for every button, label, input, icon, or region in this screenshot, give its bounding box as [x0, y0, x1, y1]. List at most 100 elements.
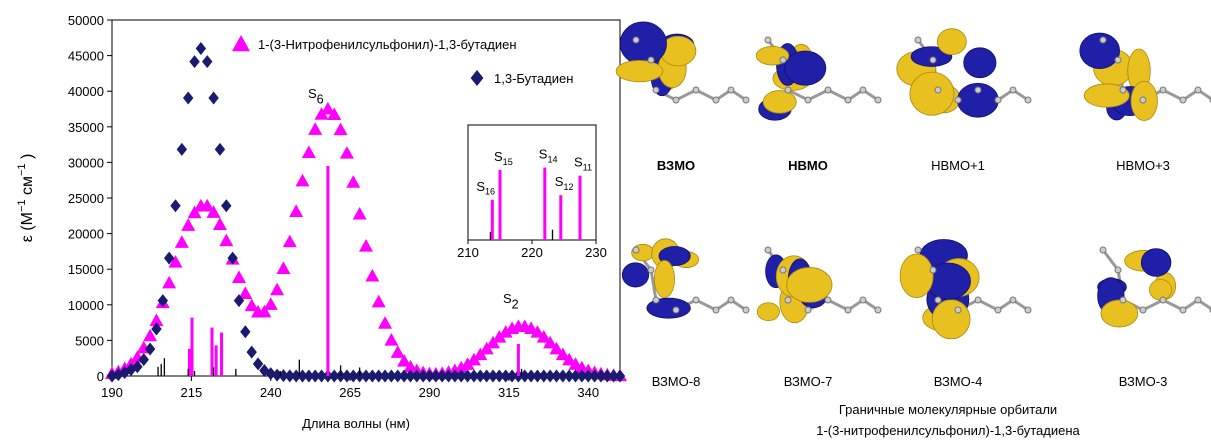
atom: [860, 297, 866, 303]
atom: [825, 87, 831, 93]
data-point: [365, 269, 379, 282]
y-axis-label-part: см: [19, 176, 36, 199]
data-point: [221, 199, 231, 212]
data-point: [334, 123, 348, 136]
x-tick-label: 240: [260, 385, 282, 400]
data-point: [202, 55, 212, 68]
atom: [1120, 297, 1126, 303]
annotation-sub: 2: [512, 297, 519, 311]
atom: [915, 247, 921, 253]
orbital-image: [1080, 33, 1211, 120]
atom: [825, 297, 831, 303]
legend-label: 1,3-Бутадиен: [494, 71, 573, 86]
orbital-label: ВЗМО-7: [784, 374, 833, 389]
orbital-label: ВЗМО-4: [934, 374, 983, 389]
orbital-lobe: [1080, 33, 1120, 69]
atom: [995, 307, 1001, 313]
x-tick-label: 265: [339, 385, 361, 400]
caption: 1-(3-нитрофенилсульфонил)-1,3-бутадиена: [816, 423, 1080, 438]
stick-label-main: S: [476, 179, 485, 194]
atom: [785, 87, 791, 93]
y-axis-label-part: ε (M: [19, 212, 36, 242]
y-axis-label-sup: −1: [16, 200, 28, 213]
orbital-image: [622, 239, 749, 318]
legend-marker: [232, 35, 250, 51]
y-tick-label: 25000: [68, 191, 104, 206]
atom: [673, 307, 679, 313]
stick-label-main: S: [574, 155, 583, 170]
atom: [728, 297, 734, 303]
atom: [713, 307, 719, 313]
data-point: [346, 175, 360, 188]
data-point: [276, 261, 290, 274]
data-point: [378, 316, 392, 329]
data-point: [215, 143, 225, 156]
data-point: [270, 283, 284, 296]
orbital-lobe: [785, 51, 826, 85]
x-tick-label: 340: [577, 385, 599, 400]
data-point: [289, 204, 303, 217]
atom: [648, 267, 654, 273]
orbital-lobe: [757, 303, 779, 321]
data-point: [283, 235, 297, 248]
atom: [693, 87, 699, 93]
atom: [1010, 297, 1016, 303]
atom: [935, 87, 941, 93]
atom: [1010, 87, 1016, 93]
data-point: [308, 122, 322, 135]
atom: [955, 97, 961, 103]
data-point: [296, 174, 310, 187]
y-tick-label: 10000: [68, 298, 104, 313]
stick-label-main: S: [494, 149, 503, 164]
atom: [875, 97, 881, 103]
data-point: [391, 345, 405, 358]
y-axis-label: ε (M−1 см−1 ): [16, 154, 36, 243]
atom: [1195, 87, 1201, 93]
atom: [743, 307, 749, 313]
orbital-image: [900, 240, 1031, 339]
figure: 0500010000150002000025000300003500040000…: [0, 0, 1211, 442]
inset-x-tick-label: 210: [457, 245, 479, 260]
atom: [1160, 297, 1166, 303]
orbital-lobe: [1141, 249, 1171, 277]
data-point: [359, 239, 373, 252]
annotation: S6: [308, 86, 324, 106]
y-axis-label-sup: −1: [16, 164, 28, 177]
data-point: [213, 217, 227, 230]
inset-frame: [468, 125, 596, 240]
atom: [805, 307, 811, 313]
orbital-lobe: [932, 300, 970, 339]
data-point: [196, 42, 206, 55]
data-point: [340, 146, 354, 159]
atom: [765, 37, 771, 43]
orbital-image: [757, 247, 881, 323]
atom: [805, 97, 811, 103]
atom: [875, 307, 881, 313]
orbital-lobe: [1101, 300, 1138, 327]
atom: [1195, 297, 1201, 303]
orbital-label: ВЗМО-8: [652, 374, 701, 389]
orbital-image: [616, 22, 749, 103]
stick-label-sub: 16: [485, 187, 495, 197]
orbital-lobe: [620, 22, 666, 65]
orbital-label: НВМО: [788, 158, 828, 173]
atom: [1115, 267, 1121, 273]
stick-label-sub: 15: [503, 157, 513, 167]
atom: [633, 37, 639, 43]
x-tick-label: 315: [498, 385, 520, 400]
y-tick-label: 0: [97, 369, 104, 384]
orbital-image: [756, 37, 881, 120]
atom: [860, 87, 866, 93]
atom: [975, 87, 981, 93]
data-point: [170, 199, 180, 212]
data-point: [189, 55, 199, 68]
inset-x-tick-label: 230: [585, 245, 607, 260]
data-point: [372, 295, 386, 308]
data-point: [384, 333, 398, 346]
orbital-lobe: [616, 60, 663, 81]
data-point: [240, 325, 250, 338]
atom: [1100, 247, 1106, 253]
atom: [780, 57, 786, 63]
y-tick-label: 20000: [68, 227, 104, 242]
orbital-lobe: [900, 254, 933, 298]
